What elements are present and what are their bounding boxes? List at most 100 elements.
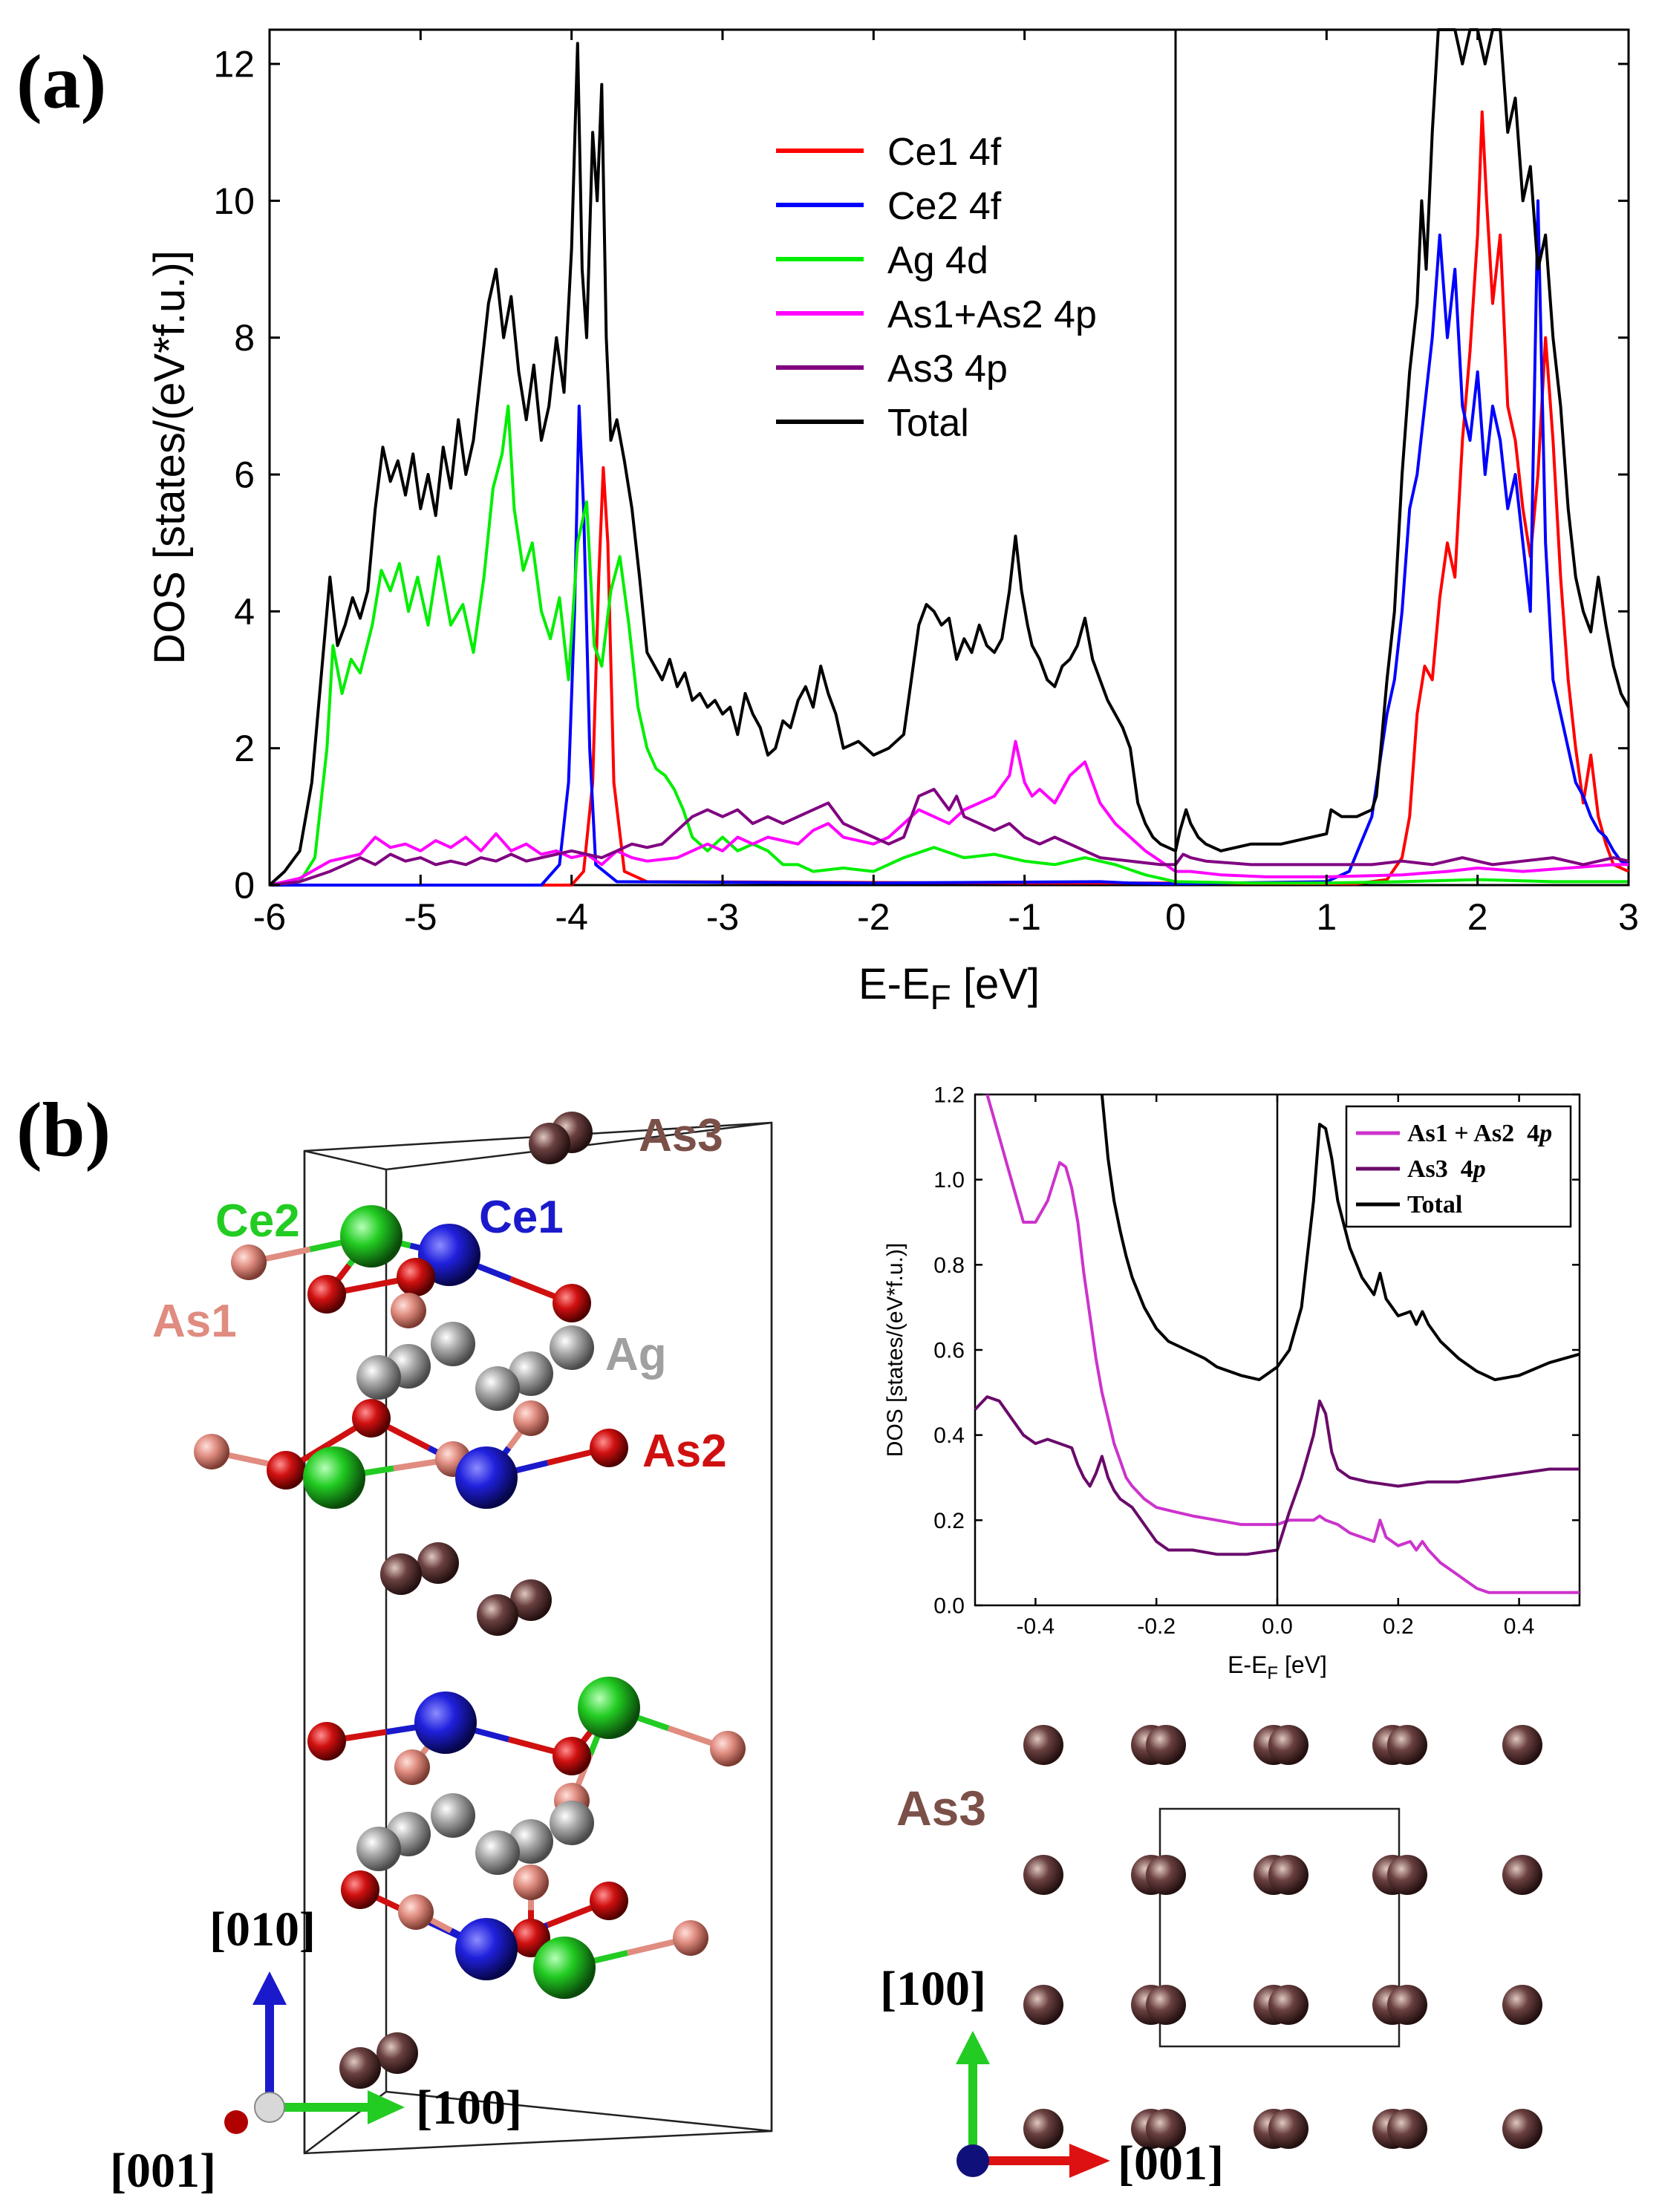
series-line-ce2-4f bbox=[270, 199, 1629, 887]
atom-as2 bbox=[397, 1258, 435, 1296]
atom-as3-proj bbox=[1268, 1985, 1308, 2025]
legend-label-ce1: Ce1 4f bbox=[887, 131, 1002, 174]
atom-as2 bbox=[341, 1870, 379, 1909]
series-line-ag-4d bbox=[269, 404, 1629, 887]
inset-legend-label-as12-main: As1 + As2 4 bbox=[1407, 1120, 1539, 1147]
axis-label-010: [010] bbox=[209, 1902, 316, 1957]
atom-as2 bbox=[307, 1722, 346, 1761]
series-line-total bbox=[1100, 1094, 1580, 1382]
atom-as3-proj bbox=[1023, 2109, 1063, 2149]
axis-label-001-right: [001] bbox=[1118, 2136, 1224, 2190]
legend-label-ce2: Ce2 4f bbox=[887, 185, 1002, 228]
atoms bbox=[194, 1112, 746, 2089]
atom-as1 bbox=[513, 1864, 549, 1900]
inset-legend-label-total: Total bbox=[1407, 1191, 1462, 1218]
x-tick-label: 0.4 bbox=[1504, 1614, 1535, 1639]
x-tick-label: 2 bbox=[1467, 896, 1488, 938]
y-tick-label: 12 bbox=[213, 44, 255, 85]
atom-as3-proj bbox=[1146, 1985, 1186, 2025]
atom-as3-proj bbox=[1268, 1725, 1308, 1765]
atom-ag bbox=[356, 1355, 401, 1400]
atom-ce1 bbox=[455, 1446, 518, 1509]
atom-ce2 bbox=[340, 1205, 402, 1268]
y-tick-label: 0.0 bbox=[933, 1594, 965, 1619]
axis-label-100-right: [100] bbox=[880, 1962, 986, 2016]
atom-as2 bbox=[590, 1429, 628, 1467]
inset-x-axis-label-sub: F bbox=[1267, 1663, 1278, 1683]
as3-atoms bbox=[1023, 1725, 1542, 2149]
atom-ce2 bbox=[578, 1677, 640, 1739]
x-axis-label-main: E-E bbox=[858, 960, 930, 1008]
atom-as3-proj bbox=[1502, 2109, 1542, 2149]
series-line-as3-4p bbox=[269, 788, 1629, 887]
panel-b-label: (b) bbox=[16, 1087, 111, 1172]
dos-chart-inset: -0.4 -0.2 0.0 0.2 0.4 0.0 0.2 0.4 0.6 0.8 1.0 1.2 D… bbox=[883, 1083, 1581, 1683]
inset-y-axis-label: DOS [states/(eV*f.u.)] bbox=[883, 1243, 907, 1457]
atom-ag bbox=[550, 1801, 594, 1845]
atom-as3-proj bbox=[1387, 1855, 1427, 1895]
atom-as3-proj bbox=[1146, 1725, 1186, 1765]
atom-as2 bbox=[553, 1284, 591, 1322]
label-as3-projection: As3 bbox=[896, 1781, 986, 1836]
atom-as1 bbox=[231, 1244, 267, 1280]
atom-as3-proj bbox=[1268, 1855, 1308, 1895]
atom-ce2 bbox=[533, 1937, 596, 1999]
atom-ce1 bbox=[455, 1918, 518, 1980]
atom-as3 bbox=[339, 2047, 381, 2089]
panel-a-label: (a) bbox=[16, 39, 106, 125]
x-tick-label: -2 bbox=[857, 896, 890, 938]
y-tick-label: 1.0 bbox=[933, 1168, 965, 1193]
atom-as3-proj bbox=[1387, 2109, 1427, 2149]
legend-label-total: Total bbox=[887, 402, 969, 445]
inset-x-axis-label-main: E-E bbox=[1228, 1651, 1267, 1678]
y-tick-label: 6 bbox=[234, 454, 255, 496]
projection-unit-cell bbox=[1158, 1807, 1401, 2048]
atom-as2 bbox=[267, 1451, 305, 1490]
atom-as3 bbox=[529, 1123, 570, 1164]
atom-as2 bbox=[352, 1399, 391, 1438]
inset-x-axis-label: E-EF [eV] bbox=[1228, 1651, 1327, 1683]
y-tick-label: 0.8 bbox=[933, 1253, 965, 1278]
atom-as3 bbox=[377, 2032, 418, 2074]
x-tick-label: -1 bbox=[1008, 896, 1040, 938]
atom-as3-proj bbox=[1146, 2109, 1186, 2149]
atom-ag bbox=[431, 1793, 475, 1838]
atom-as2 bbox=[553, 1737, 591, 1775]
atom-as1 bbox=[398, 1894, 434, 1930]
atom-ce2 bbox=[303, 1446, 365, 1509]
atom-as3-proj bbox=[1023, 1985, 1063, 2025]
atom-as1 bbox=[513, 1400, 549, 1436]
atom-as1 bbox=[194, 1434, 229, 1469]
x-tick-label: 0 bbox=[1165, 896, 1186, 938]
atom-as1 bbox=[673, 1920, 708, 1956]
atom-as3-proj bbox=[1502, 1855, 1542, 1895]
axis-arrowhead-001-right bbox=[1069, 2144, 1110, 2178]
inset-legend-box bbox=[1345, 1105, 1572, 1228]
atom-ag bbox=[475, 1366, 520, 1411]
y-tick-label: 0.4 bbox=[933, 1423, 965, 1448]
atom-ag bbox=[550, 1325, 594, 1370]
unit-cell-box bbox=[303, 1121, 773, 2155]
as3-layer-projection: As3 [100] [001] bbox=[880, 1725, 1542, 2190]
atom-as3-proj bbox=[1146, 1855, 1186, 1895]
label-ce1: Ce1 bbox=[479, 1192, 564, 1243]
atom-as2 bbox=[307, 1275, 346, 1314]
atom-as3-proj bbox=[1023, 1855, 1063, 1895]
label-ce2: Ce2 bbox=[215, 1195, 300, 1247]
atom-as1 bbox=[391, 1293, 426, 1328]
axis-label-100: [100] bbox=[416, 2081, 522, 2135]
axis-arrowhead-010 bbox=[252, 1971, 287, 2005]
atom-as3-proj bbox=[1502, 1725, 1542, 1765]
atom-ag bbox=[356, 1827, 401, 1871]
series-line-as1-as2-4p bbox=[985, 1094, 1580, 1594]
y-tick-label: 0.2 bbox=[933, 1509, 965, 1533]
y-tick-label: 4 bbox=[234, 591, 255, 633]
atom-ag bbox=[509, 1351, 553, 1396]
axis-origin bbox=[254, 2092, 285, 2123]
y-axis-label: DOS [states/(eV*f.u.)] bbox=[146, 250, 194, 665]
atom-ce1 bbox=[414, 1691, 477, 1754]
x-tick-label: 0.2 bbox=[1383, 1614, 1414, 1639]
